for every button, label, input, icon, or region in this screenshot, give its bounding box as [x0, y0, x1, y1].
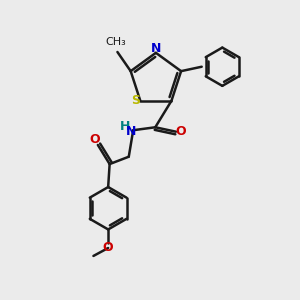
Text: O: O: [176, 125, 187, 138]
Text: O: O: [89, 133, 100, 146]
Text: N: N: [151, 42, 161, 55]
Text: S: S: [131, 94, 140, 107]
Text: O: O: [103, 242, 113, 254]
Text: N: N: [126, 125, 136, 138]
Text: CH₃: CH₃: [106, 37, 126, 47]
Text: H: H: [120, 120, 130, 133]
